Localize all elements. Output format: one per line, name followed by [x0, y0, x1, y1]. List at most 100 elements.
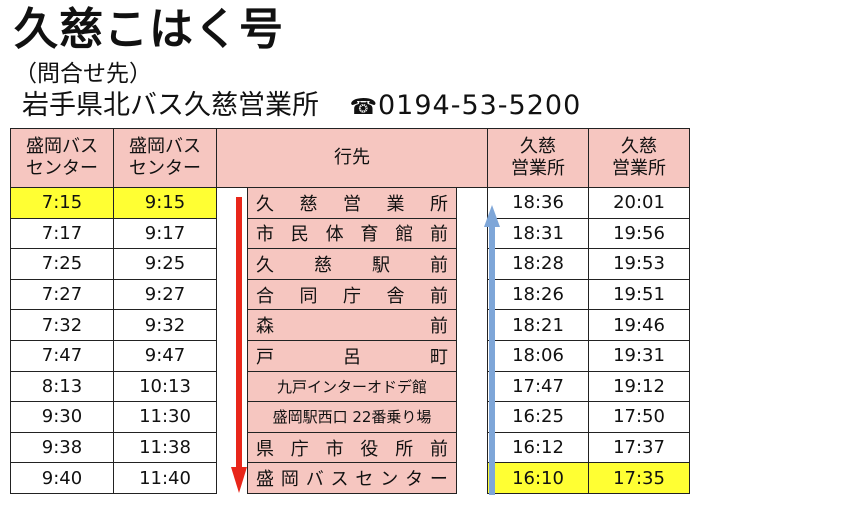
- arrow-lane-left: [216, 401, 248, 433]
- departure-time-1: 8:13: [10, 370, 114, 403]
- arrow-lane-left: [216, 187, 248, 219]
- stop-name-text: 戸呂町: [256, 346, 448, 368]
- arrow-lane-right: [456, 248, 488, 280]
- col-header-line: 盛岡バス: [26, 136, 98, 157]
- departure-time-2: 11:40: [113, 462, 217, 494]
- stop-name: 森前: [247, 309, 457, 341]
- stop-name: 戸呂町: [247, 339, 457, 372]
- col-header-line: 盛岡バス: [129, 136, 201, 157]
- departure-time-2: 9:47: [113, 339, 217, 372]
- departure-time-2: 9:15: [113, 187, 217, 219]
- departure-time-2: 9:27: [113, 278, 217, 311]
- table-row: 7:27 9:27 合同庁舎前 18:26 19:51: [10, 278, 690, 311]
- arrow-lane-right: [456, 371, 488, 402]
- table-row: 7:47 9:47 戸呂町 18:06 19:31: [10, 339, 690, 372]
- arrival-time-1: 18:31: [487, 217, 589, 250]
- stop-name: 盛岡駅西口 22番乗り場: [247, 401, 457, 433]
- stop-name-text: 県庁市役所前: [256, 438, 448, 460]
- timetable-header-row: 盛岡バス センター 盛岡バス センター 行先 久慈 営業所 久慈 営業所: [10, 128, 690, 188]
- arrow-lane-left: [216, 371, 248, 402]
- table-row: 7:15 9:15 久慈営業所 18:36 20:01: [10, 187, 690, 219]
- arrow-lane-right: [456, 462, 488, 494]
- arrow-lane-right: [456, 309, 488, 341]
- col-header-line: 営業所: [612, 158, 666, 179]
- arrow-lane-right: [456, 432, 488, 463]
- stop-name: 久慈駅前: [247, 248, 457, 280]
- arrival-time-2: 19:56: [588, 217, 690, 250]
- arrival-time-2: 19:53: [588, 248, 690, 280]
- arrival-time-2: 20:01: [588, 187, 690, 219]
- timetable: 盛岡バス センター 盛岡バス センター 行先 久慈 営業所 久慈 営業所 7:1…: [10, 128, 690, 494]
- stop-name-text: 盛岡バスセンター: [256, 469, 448, 491]
- phone-icon: ☎: [349, 95, 378, 120]
- departure-time-1: 7:47: [10, 339, 114, 372]
- departure-time-1: 7:25: [10, 248, 114, 280]
- stop-name-text: 盛岡駅西口 22番乗り場: [272, 408, 432, 427]
- departure-time-2: 9:32: [113, 309, 217, 341]
- departure-time-2: 9:17: [113, 217, 217, 250]
- col-header-departure-2: 盛岡バス センター: [113, 128, 217, 188]
- arrow-lane-right: [456, 218, 488, 249]
- departure-time-1: 9:40: [10, 462, 114, 494]
- arrow-lane-right: [456, 187, 488, 219]
- stop-name-text: 九戸インターオドデ館: [276, 377, 427, 396]
- stop-name: 久慈営業所: [247, 187, 457, 219]
- arrival-time-1: 18:21: [487, 309, 589, 341]
- col-header-line: 営業所: [511, 158, 565, 179]
- arrow-lane-left: [216, 340, 248, 372]
- arrival-time-1: 16:10: [487, 462, 589, 494]
- stop-name: 市民体育館前: [247, 217, 457, 250]
- col-header-line: 久慈: [520, 136, 556, 157]
- stop-name: 県庁市役所前: [247, 431, 457, 464]
- departure-time-2: 9:25: [113, 248, 217, 280]
- arrow-lane-right: [456, 340, 488, 372]
- table-row: 9:38 11:38 県庁市役所前 16:12 17:37: [10, 431, 690, 464]
- arrival-time-2: 19:51: [588, 278, 690, 311]
- stop-name-text: 合同庁舎前: [256, 285, 448, 307]
- col-header-line: センター: [129, 158, 201, 179]
- arrow-lane-right: [456, 401, 488, 433]
- stop-name-text: 久慈駅前: [256, 254, 448, 276]
- arrival-time-1: 18:36: [487, 187, 589, 219]
- arrival-time-1: 18:28: [487, 248, 589, 280]
- col-header-departure-1: 盛岡バス センター: [10, 128, 114, 188]
- arrival-time-2: 17:37: [588, 431, 690, 464]
- phone-number[interactable]: 0194-53-5200: [378, 90, 582, 121]
- table-row: 9:40 11:40 盛岡バスセンター 16:10 17:35: [10, 462, 690, 494]
- arrow-lane-left: [216, 248, 248, 280]
- departure-time-1: 9:30: [10, 401, 114, 433]
- stop-name: 九戸インターオドデ館: [247, 370, 457, 403]
- departure-time-1: 7:17: [10, 217, 114, 250]
- departure-time-1: 7:27: [10, 278, 114, 311]
- arrival-time-1: 18:26: [487, 278, 589, 311]
- stop-name: 盛岡バスセンター: [247, 462, 457, 494]
- col-header-arrival-2: 久慈 営業所: [588, 128, 690, 188]
- table-row: 9:30 11:30 盛岡駅西口 22番乗り場 16:25 17:50: [10, 401, 690, 433]
- col-header-line: 久慈: [621, 136, 657, 157]
- table-row: 7:25 9:25 久慈駅前 18:28 19:53: [10, 248, 690, 280]
- office-name: 岩手県北バス久慈営業所: [22, 90, 319, 121]
- table-row: 7:32 9:32 森前 18:21 19:46: [10, 309, 690, 341]
- arrival-time-2: 19:31: [588, 339, 690, 372]
- stop-name-text: 森前: [256, 316, 448, 338]
- table-row: 8:13 10:13 九戸インターオドデ館 17:47 19:12: [10, 370, 690, 403]
- page-title: 久慈こはく号: [14, 4, 284, 55]
- stop-name-text: 市民体育館前: [256, 224, 448, 246]
- arrival-time-2: 17:50: [588, 401, 690, 433]
- arrow-lane-left: [216, 218, 248, 249]
- col-header-arrival-1: 久慈 営業所: [487, 128, 589, 188]
- phone-number-group: ☎0194-53-5200: [350, 90, 582, 121]
- departure-time-2: 11:38: [113, 431, 217, 464]
- arrival-time-1: 17:47: [487, 370, 589, 403]
- departure-time-1: 9:38: [10, 431, 114, 464]
- departure-time-2: 11:30: [113, 401, 217, 433]
- col-header-destination: 行先: [216, 128, 488, 188]
- stop-name: 合同庁舎前: [247, 278, 457, 311]
- departure-time-2: 10:13: [113, 370, 217, 403]
- departure-time-1: 7:15: [10, 187, 114, 219]
- stop-name-text: 久慈営業所: [256, 193, 448, 215]
- arrival-time-1: 16:12: [487, 431, 589, 464]
- col-header-line: センター: [26, 158, 98, 179]
- arrival-time-2: 17:35: [588, 462, 690, 494]
- arrival-time-2: 19:46: [588, 309, 690, 341]
